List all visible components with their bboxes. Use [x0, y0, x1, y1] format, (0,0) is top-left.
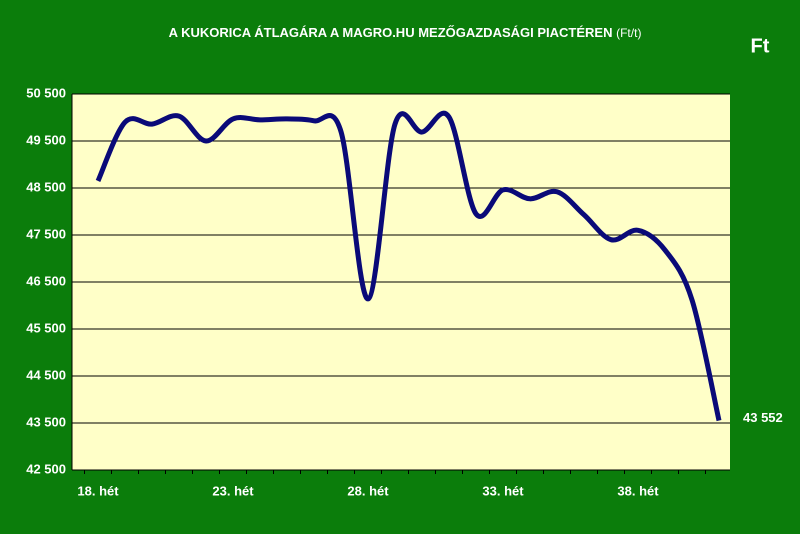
title-text: A KUKORICA ÁTLAGÁRA A MAGRO.HU MEZŐGAZDA…	[169, 25, 613, 40]
y-tick-label: 46 500	[26, 273, 66, 288]
unit-label: Ft	[751, 35, 770, 57]
y-tick-label: 43 500	[26, 414, 66, 429]
y-tick-label: 45 500	[26, 320, 66, 335]
y-tick-label: 50 500	[26, 85, 66, 100]
x-tick-label: 33. hét	[482, 483, 524, 498]
x-tick-label: 18. hét	[77, 483, 119, 498]
y-tick-label: 44 500	[26, 367, 66, 382]
line-series	[95, 110, 722, 422]
y-tick-label: 42 500	[26, 461, 66, 476]
x-tick-label: 38. hét	[617, 483, 659, 498]
title-unit: (Ft/t)	[616, 26, 641, 40]
x-tick-label: 23. hét	[212, 483, 254, 498]
chart-title: A KUKORICA ÁTLAGÁRA A MAGRO.HU MEZŐGAZDA…	[169, 25, 642, 40]
value-label: 43 552	[743, 410, 783, 425]
y-tick-label: 48 500	[26, 179, 66, 194]
x-tick-label: 28. hét	[347, 483, 389, 498]
y-tick-label: 49 500	[26, 132, 66, 147]
y-tick-label: 47 500	[26, 226, 66, 241]
